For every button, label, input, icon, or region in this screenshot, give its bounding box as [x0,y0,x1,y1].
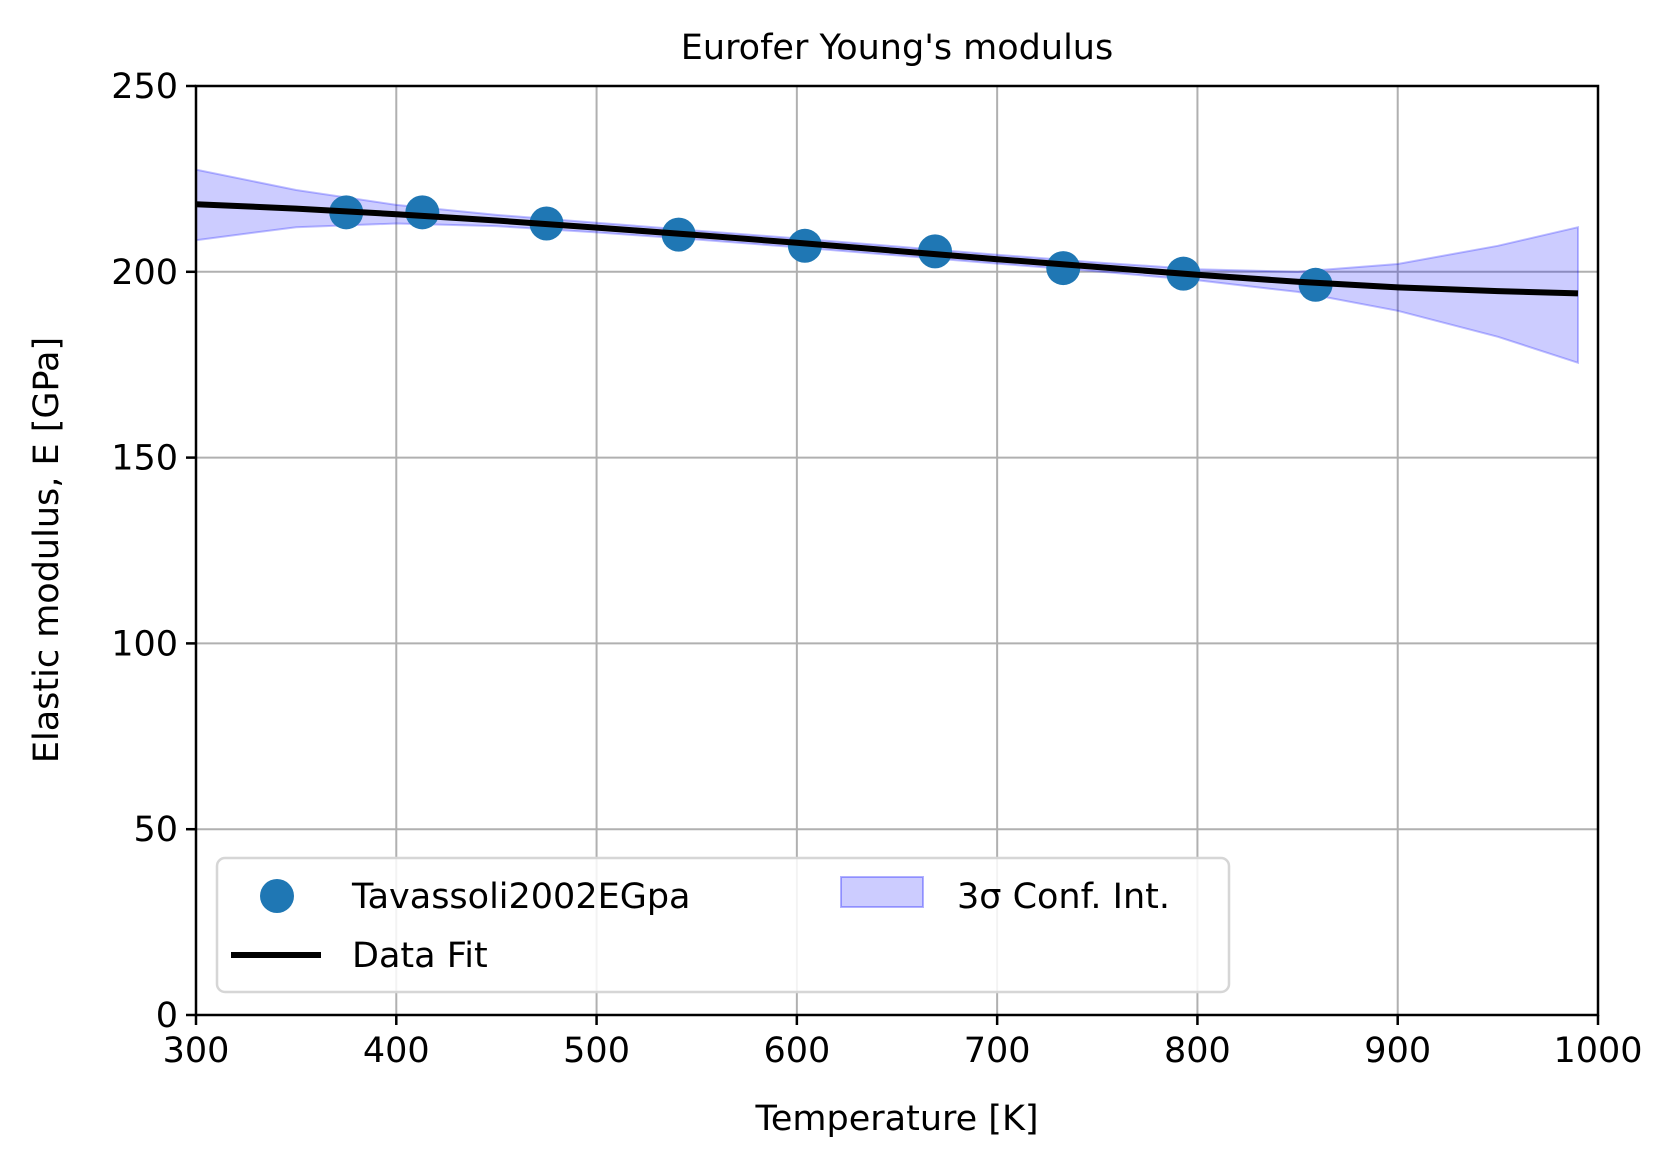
x-tick-label-3: 600 [763,1031,830,1071]
legend-label-band: 3σ Conf. Int. [957,877,1170,917]
axis-ticks [186,84,1600,1025]
confidence-band [195,168,1579,365]
x-axis-label: Temperature [K] [754,1099,1038,1139]
y-tick-label-0: 0 [156,996,178,1036]
legend-marker-band [840,876,924,908]
y-tick-label-2: 100 [111,624,178,664]
scatter-point-1 [405,195,440,230]
confidence-band-layer [195,168,1579,365]
legend-marker-scatter [260,879,294,913]
x-tick-label-7: 1000 [1553,1031,1642,1071]
y-tick-label-3: 150 [111,439,178,479]
fit-line-layer [195,201,1579,297]
x-tick-label-1: 400 [363,1031,430,1071]
legend: Tavassoli2002EGpa Data Fit 3σ Conf. Int. [215,856,1231,994]
x-tick-label-5: 800 [1164,1031,1231,1071]
legend-box [215,856,1231,994]
x-tick-label-2: 500 [563,1031,630,1071]
y-tick-label-5: 250 [111,67,178,107]
x-tick-label-0: 300 [163,1031,230,1071]
plot-frame [194,84,1600,1017]
x-tick-label-6: 900 [1364,1031,1431,1071]
legend-label-fit: Data Fit [352,936,488,976]
y-tick-label-4: 200 [111,253,178,293]
chart-title: Eurofer Young's modulus [681,28,1113,68]
y-axis-label: Elastic modulus, E [GPa] [27,337,67,763]
scatter-point-6 [1046,251,1081,286]
y-tick-label-1: 50 [133,810,178,850]
axis-tick-labels: 300 400 500 600 700 800 900 1000 0 50 100 150 200 250 [111,67,1642,1071]
legend-label-scatter: Tavassoli2002EGpa [351,877,691,917]
x-tick-label-4: 700 [964,1031,1031,1071]
fit-line [195,201,1579,297]
